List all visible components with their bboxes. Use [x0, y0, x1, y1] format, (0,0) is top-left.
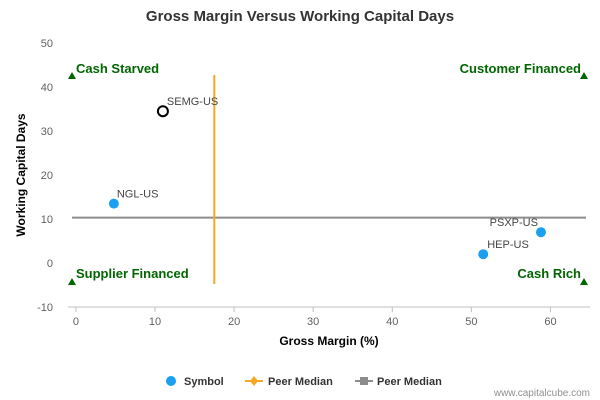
legend-item-peer-median-x[interactable]: Peer Median: [245, 376, 333, 388]
legend: Symbol Peer Median Peer Median: [166, 376, 442, 388]
credit-text: www.capitalcube.com: [493, 388, 590, 399]
y-axis-ticks: -10 0 10 20 30 40 50: [37, 38, 53, 314]
y-tick-label: 30: [41, 126, 53, 138]
y-tick-label: 20: [41, 170, 53, 182]
quadrant-marker-top-left: [68, 72, 76, 79]
y-tick-label: 40: [41, 82, 53, 94]
legend-peer-median-x-diamond: [250, 376, 258, 386]
quadrant-label-supplier-financed: Supplier Financed: [76, 266, 189, 281]
legend-label-peer-median-y: Peer Median: [377, 376, 442, 388]
point-label-psxp-us: PSXP-US: [490, 217, 538, 229]
x-axis-title: Gross Margin (%): [279, 334, 378, 348]
y-tick-label: 50: [41, 38, 53, 50]
quadrant-label-cash-starved: Cash Starved: [76, 61, 159, 76]
point-label-ngl-us: NGL-US: [117, 189, 159, 201]
legend-item-peer-median-y[interactable]: Peer Median: [355, 376, 442, 388]
y-tick-label: 0: [47, 258, 53, 270]
quadrant-marker-bottom-left: [68, 278, 76, 285]
quadrant-marker-top-right: [580, 72, 588, 79]
quadrant-markers: [68, 72, 588, 285]
legend-peer-median-y-square: [360, 377, 368, 385]
x-tick-label: 0: [73, 316, 79, 328]
quadrant-marker-bottom-right: [580, 278, 588, 285]
point-psxp-us[interactable]: [535, 227, 546, 238]
chart-title: Gross Margin Versus Working Capital Days: [146, 8, 454, 25]
y-tick-label: 10: [41, 214, 53, 226]
data-points: SEMG-US NGL-US PSXP-US HEP-US: [108, 96, 546, 260]
legend-symbol-marker: [166, 376, 176, 386]
legend-label-symbol: Symbol: [184, 376, 224, 388]
x-tick-label: 20: [228, 316, 240, 328]
quadrant-label-cash-rich: Cash Rich: [517, 266, 581, 281]
legend-item-symbol[interactable]: Symbol: [166, 376, 224, 388]
x-tick-label: 50: [465, 316, 477, 328]
x-tick-label: 10: [149, 316, 161, 328]
x-tick-label: 30: [307, 316, 319, 328]
point-hep-us[interactable]: [478, 249, 489, 260]
point-ngl-us[interactable]: [108, 198, 119, 209]
point-semg-us[interactable]: [156, 105, 169, 118]
quadrant-label-customer-financed: Customer Financed: [460, 61, 581, 76]
x-axis-ticks: 0 10 20 30 40 50 60: [73, 307, 557, 328]
y-tick-label: -10: [37, 302, 53, 314]
x-tick-label: 40: [386, 316, 398, 328]
legend-label-peer-median-x: Peer Median: [268, 376, 333, 388]
point-label-semg-us: SEMG-US: [167, 96, 218, 108]
y-axis-title: Working Capital Days: [14, 113, 28, 236]
x-tick-label: 60: [544, 316, 556, 328]
point-label-hep-us: HEP-US: [487, 239, 529, 251]
